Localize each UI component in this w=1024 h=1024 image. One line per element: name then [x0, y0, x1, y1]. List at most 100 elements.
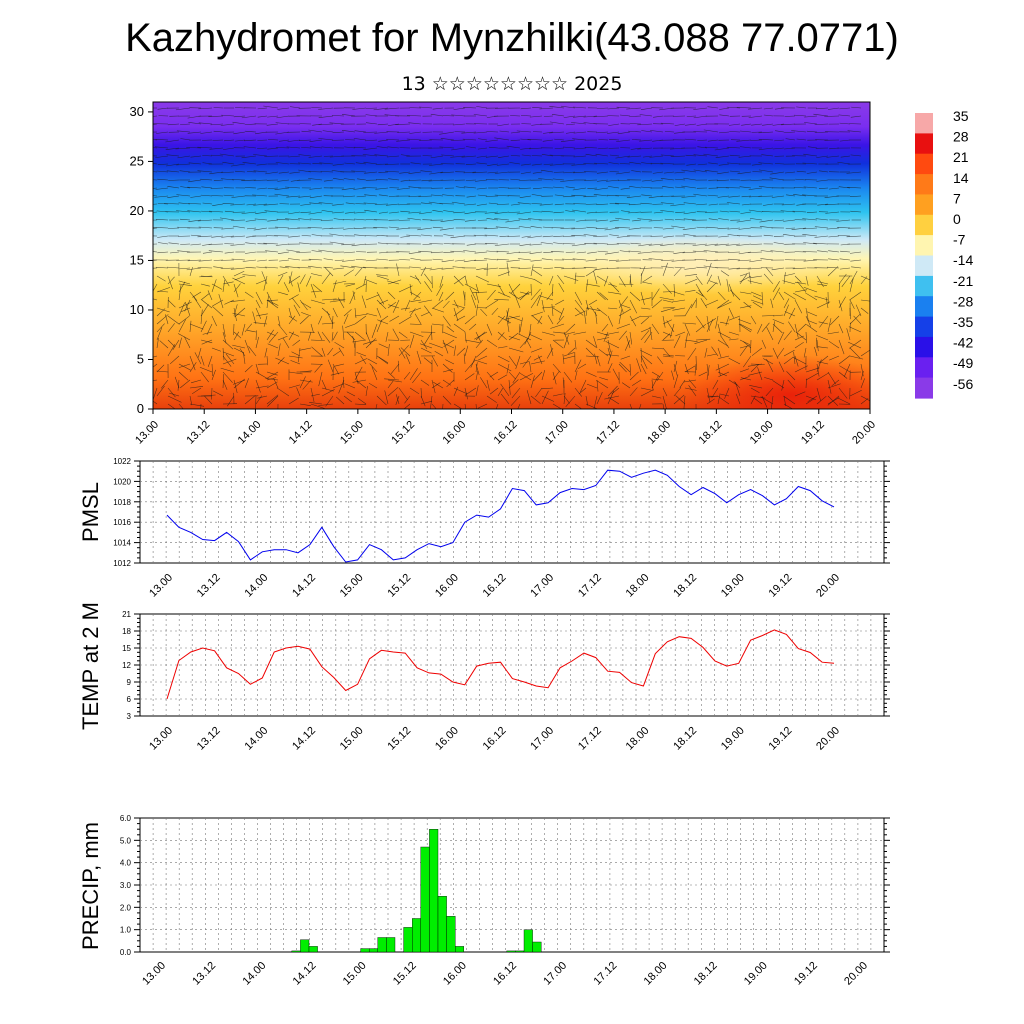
wind-barb — [608, 123, 620, 126]
wind-barb — [321, 389, 335, 397]
wind-barb — [175, 107, 191, 111]
wind-barb — [717, 301, 732, 309]
wind-barb — [574, 387, 583, 397]
wind-barb — [565, 123, 576, 126]
wind-barb — [207, 290, 213, 301]
wind-barb — [263, 203, 279, 206]
wind-barb — [318, 371, 323, 387]
wind-barb — [409, 131, 422, 134]
wind-barb — [557, 275, 565, 285]
wind-barb — [618, 330, 627, 341]
wind-barb — [464, 339, 480, 343]
wind-barb — [257, 107, 268, 110]
wind-barb — [220, 367, 235, 373]
wind-barb — [607, 307, 618, 310]
wind-barb — [222, 161, 235, 165]
x-tick-label: 15.00 — [341, 960, 369, 988]
wind-barb — [749, 259, 763, 263]
wind-barb — [257, 259, 268, 262]
wind-barb — [549, 163, 565, 166]
wind-barb — [631, 139, 642, 141]
wind-barb — [222, 281, 234, 285]
wind-barb — [739, 291, 752, 295]
wind-barb — [373, 227, 389, 229]
wind-barb — [302, 379, 312, 390]
wind-barb — [329, 233, 345, 237]
colorbar-label: -56 — [953, 376, 973, 392]
precip-bar — [403, 927, 413, 953]
x-tick-label: 17.12 — [576, 725, 604, 753]
wind-barb — [783, 273, 795, 277]
wind-barb — [178, 319, 186, 333]
wind-barb — [353, 146, 367, 149]
wind-barb — [473, 234, 488, 237]
wind-barb — [263, 315, 268, 327]
wind-barb — [706, 387, 711, 403]
wind-barb — [276, 115, 290, 119]
wind-barb — [208, 115, 224, 117]
wind-barb — [190, 243, 202, 246]
wind-barb — [363, 147, 378, 150]
wind-barb — [327, 347, 334, 356]
wind-barb — [529, 361, 532, 373]
wind-barb — [675, 331, 686, 337]
wind-barb — [202, 202, 213, 205]
wind-barb — [486, 371, 495, 381]
wind-barb — [153, 283, 158, 292]
wind-barb — [245, 219, 257, 222]
wind-barb — [387, 371, 396, 379]
wind-barb — [506, 262, 510, 277]
wind-barb — [231, 219, 246, 221]
colorbar-label: -14 — [953, 252, 973, 268]
y-tick-label: 3 — [127, 712, 132, 721]
wind-barb — [607, 390, 615, 405]
wind-barb — [440, 171, 455, 174]
wind-barb — [738, 318, 752, 325]
wind-barb — [750, 363, 765, 365]
wind-barb — [816, 335, 829, 341]
wind-barb — [783, 395, 796, 405]
wind-barb — [461, 155, 477, 158]
wind-barb — [387, 343, 390, 357]
wind-barb — [366, 313, 378, 317]
colorbar-swatch — [915, 113, 933, 134]
wind-barb — [770, 171, 785, 175]
wind-barb — [784, 115, 796, 117]
wind-barb — [786, 194, 796, 197]
wind-barb — [760, 396, 774, 405]
wind-barb — [548, 131, 565, 134]
wind-barb — [308, 129, 323, 133]
wind-barb — [532, 266, 543, 269]
wind-barb — [403, 403, 411, 409]
wind-barb — [277, 343, 281, 357]
y-tick-label: 30 — [130, 104, 144, 119]
wind-barb — [662, 227, 675, 230]
wind-barb — [201, 186, 213, 189]
wind-barb — [244, 395, 256, 405]
wind-barb — [825, 211, 840, 214]
wind-barb — [298, 195, 312, 198]
wind-barb — [307, 265, 323, 269]
wind-barbs — [153, 105, 870, 409]
wind-barb — [774, 219, 785, 222]
wind-barb — [485, 155, 499, 158]
wind-barb — [825, 203, 840, 206]
wind-barb — [527, 139, 543, 141]
wind-barb — [421, 179, 433, 182]
wind-barb — [771, 267, 785, 271]
wind-barb — [387, 123, 400, 126]
wind-barb — [311, 234, 323, 237]
wind-barb — [626, 107, 642, 110]
wind-barb — [696, 123, 708, 126]
wind-barb — [659, 297, 675, 301]
wind-barb — [374, 154, 389, 157]
wind-barb — [332, 211, 345, 214]
wind-barb — [288, 235, 301, 238]
wind-barb — [651, 395, 662, 399]
wind-barb — [365, 294, 380, 301]
wind-barb — [208, 250, 224, 253]
wind-barb — [552, 339, 564, 349]
wind-barb — [839, 139, 851, 142]
wind-barb — [300, 203, 312, 206]
wind-barb — [178, 301, 192, 309]
